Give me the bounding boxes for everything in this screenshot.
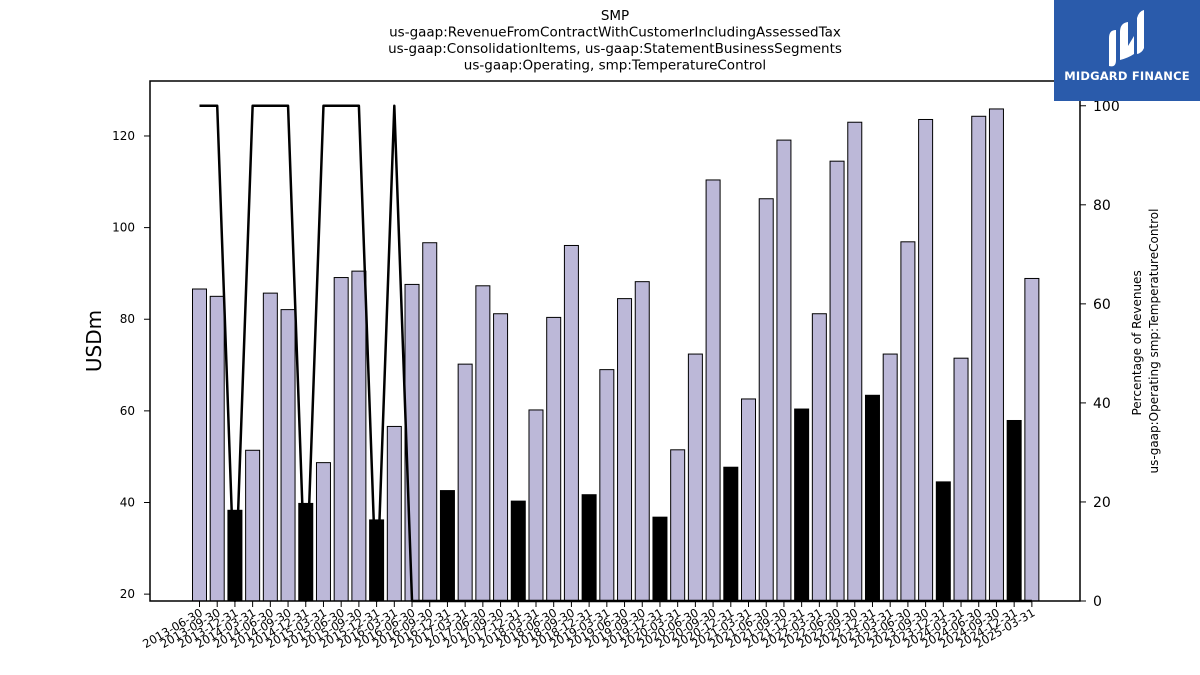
bar — [563, 244, 579, 602]
right-tick-label: 40 — [1093, 396, 1111, 412]
chart-title-line: us-gaap:ConsolidationItems, us-gaap:Stat… — [388, 41, 842, 57]
bar — [988, 108, 1004, 602]
right-tick-label: 0 — [1093, 594, 1102, 610]
bar — [758, 198, 774, 602]
left-axis-ticks: 20 40 60 80 100 120 — [112, 129, 150, 601]
left-tick-label: 80 — [120, 312, 135, 326]
right-tick-label: 60 — [1093, 297, 1111, 313]
bar — [546, 316, 562, 602]
bar — [900, 241, 916, 602]
bar — [192, 288, 207, 602]
bar — [882, 353, 898, 602]
right-tick-label: 100 — [1093, 99, 1120, 115]
x-axis-ticks: 2013-06-302013-09-302013-12-312014-03-31… — [140, 601, 1037, 651]
chart-title: SMPus-gaap:RevenueFromContractWithCustom… — [388, 8, 842, 74]
logo-badge: MIDGARD FINANCE — [1054, 0, 1200, 101]
bar — [386, 425, 402, 602]
bar — [493, 313, 509, 602]
bar — [670, 449, 686, 602]
chart-title-line: us-gaap:RevenueFromContractWithCustomerI… — [389, 25, 841, 41]
left-tick-label: 120 — [112, 129, 135, 143]
y-axis-label: USDm — [82, 310, 106, 372]
y2-axis-label: Percentage of Revenues us-gaap:Operating… — [1130, 209, 1161, 474]
bar — [776, 139, 792, 602]
bar — [617, 298, 633, 602]
bar — [705, 179, 721, 602]
bar — [262, 292, 278, 602]
logo-text: MIDGARD FINANCE — [1064, 69, 1190, 83]
bar — [847, 121, 863, 602]
right-tick-label: 80 — [1093, 198, 1111, 214]
axes-group — [149, 80, 1081, 602]
bar — [351, 270, 367, 602]
bar — [918, 118, 934, 602]
bar — [953, 357, 969, 602]
bar — [811, 313, 827, 602]
bar — [652, 516, 668, 602]
left-tick-label: 40 — [120, 495, 135, 509]
bar — [475, 285, 491, 602]
bar — [935, 481, 951, 602]
chart-title-line: SMP — [601, 8, 629, 24]
bar — [457, 363, 473, 602]
y2-axis-label-line-1: Percentage of Revenues — [1130, 270, 1144, 415]
bar — [794, 408, 810, 602]
bar — [439, 490, 455, 602]
bar — [864, 394, 880, 602]
bar — [971, 115, 987, 602]
bar — [687, 353, 703, 602]
right-tick-label: 20 — [1093, 495, 1111, 511]
bar — [1024, 277, 1040, 602]
bar — [1006, 419, 1022, 602]
bar — [829, 160, 845, 602]
bar — [741, 398, 757, 602]
bar — [581, 494, 597, 602]
bar — [528, 409, 544, 602]
left-tick-label: 100 — [112, 221, 135, 235]
chart-title-line: us-gaap:Operating, smp:TemperatureContro… — [464, 58, 766, 74]
bars-group — [192, 108, 1040, 602]
plot-frame — [149, 80, 1081, 602]
bar — [315, 462, 331, 602]
bar — [280, 309, 296, 602]
bar — [422, 242, 438, 602]
right-axis-ticks: 0 20 40 60 80 100 — [1080, 99, 1120, 610]
bar — [209, 295, 225, 602]
y2-axis-label-line-2: us-gaap:Operating smp:TemperatureControl — [1147, 209, 1161, 474]
left-tick-label: 20 — [120, 587, 135, 601]
logo-icon — [1109, 10, 1144, 67]
bar — [333, 277, 349, 602]
bar — [634, 281, 650, 602]
bar — [510, 500, 526, 602]
bar — [245, 449, 261, 602]
left-tick-label: 60 — [120, 404, 135, 418]
bar — [723, 466, 739, 602]
bar — [599, 369, 615, 602]
